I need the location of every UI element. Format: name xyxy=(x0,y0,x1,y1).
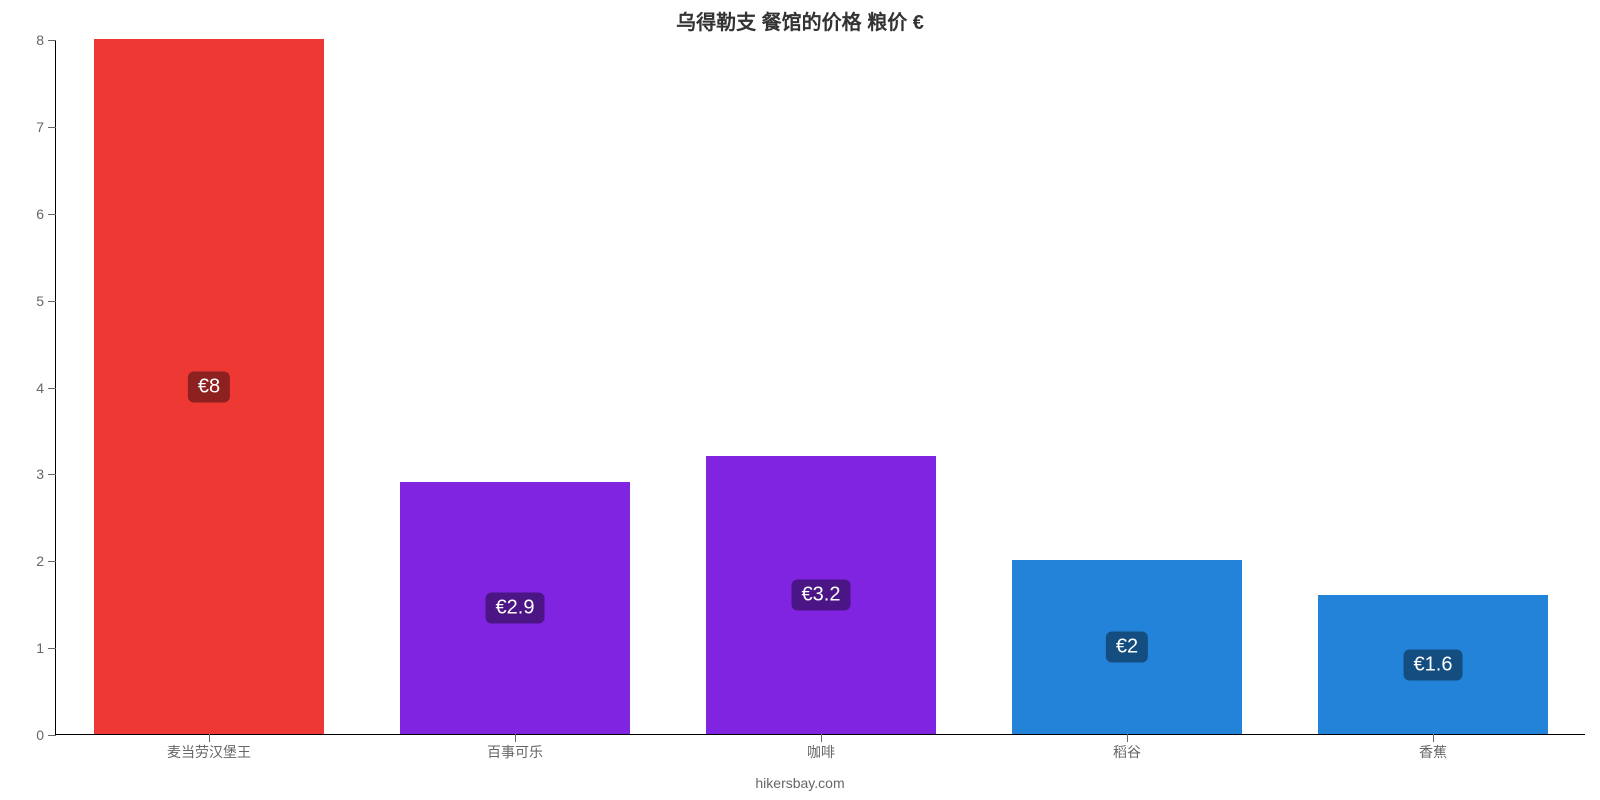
y-tick-label: 1 xyxy=(16,640,44,656)
x-tick-label: 百事可乐 xyxy=(487,742,543,762)
y-tick xyxy=(48,40,56,41)
y-tick-label: 3 xyxy=(16,466,44,482)
bar-value-label: €1.6 xyxy=(1404,649,1463,680)
price-chart: 乌得勒支 餐馆的价格 粮价 € €8麦当劳汉堡王€2.9百事可乐€3.2咖啡€2… xyxy=(0,0,1600,800)
x-tick-label: 稻谷 xyxy=(1113,742,1141,762)
y-tick xyxy=(48,474,56,475)
x-tick-label: 香蕉 xyxy=(1419,742,1447,762)
bar-slot: €3.2咖啡 xyxy=(668,40,974,734)
y-tick-label: 5 xyxy=(16,293,44,309)
plot-area: €8麦当劳汉堡王€2.9百事可乐€3.2咖啡€2稻谷€1.6香蕉 0123456… xyxy=(55,40,1585,735)
y-tick-label: 6 xyxy=(16,206,44,222)
bars-container: €8麦当劳汉堡王€2.9百事可乐€3.2咖啡€2稻谷€1.6香蕉 xyxy=(56,40,1585,734)
y-tick xyxy=(48,648,56,649)
bar-value-label: €8 xyxy=(188,371,230,402)
x-tick-label: 麦当劳汉堡王 xyxy=(167,742,251,762)
chart-title: 乌得勒支 餐馆的价格 粮价 € xyxy=(0,6,1600,35)
x-tick xyxy=(209,734,210,742)
x-tick xyxy=(1433,734,1434,742)
y-tick-label: 7 xyxy=(16,119,44,135)
bar-value-label: €2 xyxy=(1106,632,1148,663)
x-tick xyxy=(1127,734,1128,742)
x-tick xyxy=(821,734,822,742)
x-tick xyxy=(515,734,516,742)
y-tick xyxy=(48,214,56,215)
x-tick-label: 咖啡 xyxy=(807,742,835,762)
bar-value-label: €2.9 xyxy=(486,593,545,624)
y-tick xyxy=(48,301,56,302)
y-tick xyxy=(48,735,56,736)
y-tick-label: 2 xyxy=(16,553,44,569)
y-tick xyxy=(48,127,56,128)
bar-value-label: €3.2 xyxy=(792,580,851,611)
bar-slot: €8麦当劳汉堡王 xyxy=(56,40,362,734)
y-tick-label: 0 xyxy=(16,727,44,743)
y-tick xyxy=(48,388,56,389)
y-tick-label: 8 xyxy=(16,32,44,48)
y-tick-label: 4 xyxy=(16,380,44,396)
y-tick xyxy=(48,561,56,562)
chart-credit: hikersbay.com xyxy=(0,775,1600,791)
bar-slot: €2稻谷 xyxy=(974,40,1280,734)
bar-slot: €1.6香蕉 xyxy=(1280,40,1586,734)
bar-slot: €2.9百事可乐 xyxy=(362,40,668,734)
